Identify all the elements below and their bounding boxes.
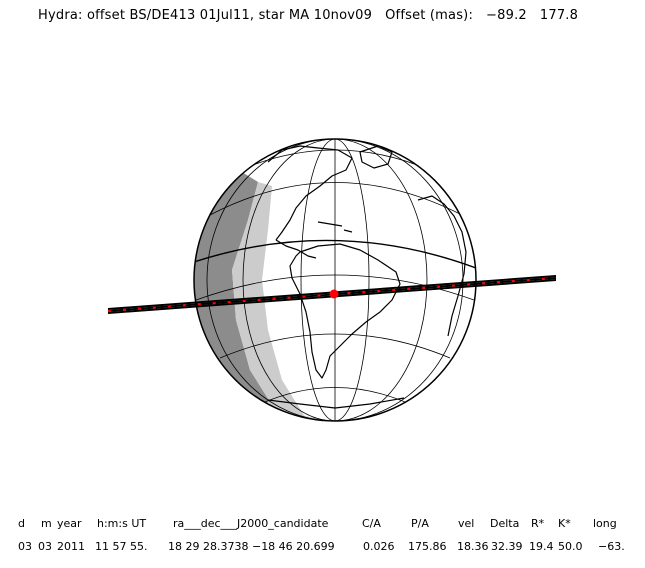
header-cell: long (593, 517, 617, 530)
occultation-globe-map (107, 138, 557, 422)
header-cell: C/A (362, 517, 381, 530)
plot-title: Hydra: offset BS/DE413 01Jul11, star MA … (38, 8, 578, 23)
value-cell: −63. (598, 540, 625, 553)
title-prefix: Hydra: offset BS/DE413 01Jul11, star MA … (38, 8, 373, 23)
value-cell: 50.0 (558, 540, 583, 553)
caribbean-islands (317, 221, 353, 233)
parallel (257, 387, 413, 406)
meridian (242, 139, 428, 421)
offset-x-value: −89.2 (486, 8, 527, 23)
parallel (209, 182, 463, 216)
occultation-shadow-path (107, 275, 557, 314)
central-america-coast (275, 239, 317, 259)
event-table-values: 03 03 2011 11 57 55. 18 29 28.3738 −18 4… (0, 540, 645, 556)
north-america-coast (267, 145, 353, 241)
header-cell: m (41, 517, 52, 530)
offset-y-value: 177.8 (539, 8, 579, 23)
antarctica-coast (267, 397, 405, 409)
event-location-marker (329, 289, 339, 299)
header-cell: vel (458, 517, 475, 530)
header-cell: h:m:s UT (97, 517, 147, 530)
header-cell: d (18, 517, 25, 530)
header-cell: R* (531, 517, 545, 530)
header-cell: year (57, 517, 82, 530)
event-table-header: d m year h:m:s UT ra___dec___J2000_candi… (0, 517, 645, 533)
parallel (219, 333, 451, 359)
globe (193, 138, 477, 422)
meridian (206, 139, 464, 421)
value-cell: 18.36 (457, 540, 489, 553)
south-america-coast (289, 243, 401, 379)
globe-outline (193, 138, 477, 422)
value-cell: 2011 (57, 540, 85, 553)
offset-label: Offset (mas): (385, 8, 474, 23)
coastlines (267, 145, 467, 409)
meridian (300, 139, 370, 421)
value-cell: 03 (38, 540, 52, 553)
africa-coast (417, 195, 467, 337)
value-cell: 11 57 55. (95, 540, 148, 553)
value-cell: 32.39 (491, 540, 523, 553)
header-cell: P/A (411, 517, 429, 530)
value-cell: 0.026 (363, 540, 395, 553)
header-cell: ra___dec___J2000_candidate (173, 517, 329, 530)
value-cell: 175.86 (408, 540, 447, 553)
value-cell: 19.4 (529, 540, 554, 553)
equator (194, 239, 476, 269)
value-cell: 18 29 28.3738 −18 46 20.699 (168, 540, 335, 553)
value-cell: 03 (18, 540, 32, 553)
header-cell: K* (558, 517, 571, 530)
header-cell: Delta (490, 517, 520, 530)
